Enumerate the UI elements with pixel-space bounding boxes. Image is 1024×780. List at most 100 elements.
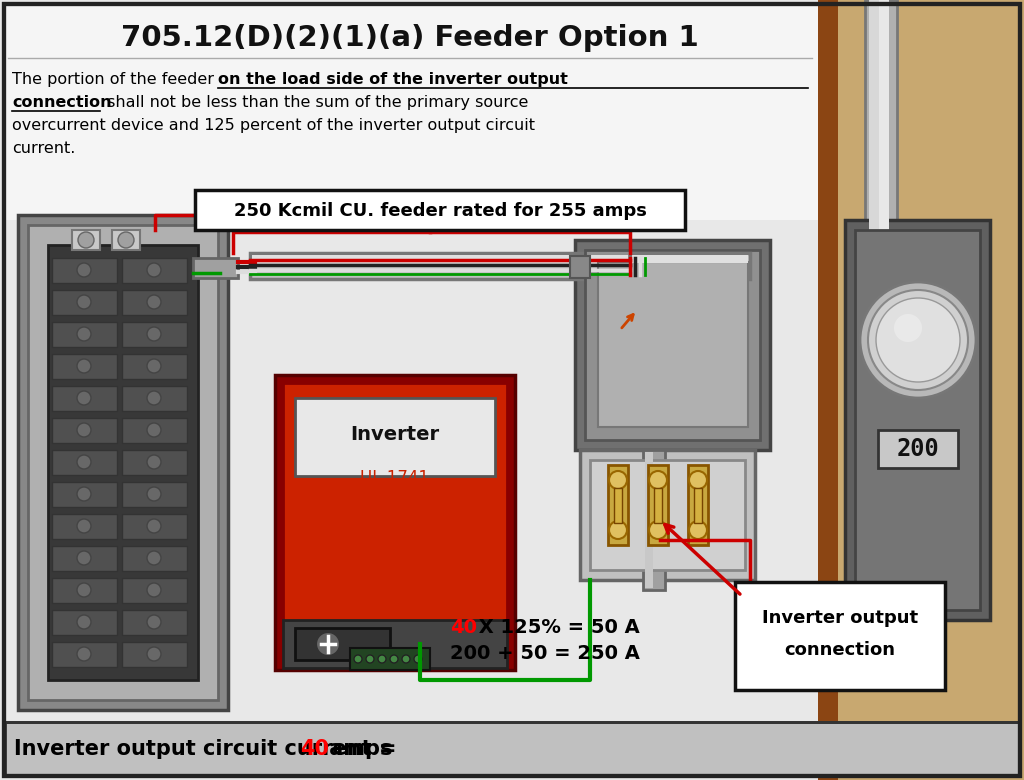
Bar — [52, 354, 117, 379]
Circle shape — [77, 487, 91, 501]
Bar — [52, 386, 117, 411]
Bar — [654, 488, 662, 523]
Circle shape — [77, 551, 91, 565]
Text: on the load side of the inverter output: on the load side of the inverter output — [218, 72, 568, 87]
Circle shape — [860, 282, 976, 398]
Bar — [252, 263, 628, 269]
Bar — [52, 578, 117, 603]
Bar — [608, 465, 628, 545]
Circle shape — [77, 455, 91, 469]
Circle shape — [77, 583, 91, 597]
Bar — [575, 240, 770, 450]
Bar — [632, 255, 748, 263]
Bar — [122, 578, 187, 603]
Bar — [643, 450, 665, 590]
Text: overcurrent device and 125 percent of the inverter output circuit: overcurrent device and 125 percent of th… — [12, 118, 535, 133]
Bar — [72, 230, 100, 250]
Bar — [275, 375, 515, 670]
Text: Inverter: Inverter — [350, 424, 439, 444]
Bar — [122, 322, 187, 347]
Circle shape — [649, 521, 667, 539]
Circle shape — [147, 455, 161, 469]
Text: X 125% = 50 A: X 125% = 50 A — [472, 618, 640, 637]
Bar — [122, 386, 187, 411]
Bar — [122, 290, 187, 315]
Circle shape — [147, 551, 161, 565]
Text: connection: connection — [12, 95, 112, 110]
Bar — [5, 5, 818, 220]
Circle shape — [78, 232, 94, 248]
Text: Inverter output: Inverter output — [762, 609, 919, 627]
Bar — [869, 0, 879, 300]
Bar — [52, 514, 117, 539]
Bar — [52, 610, 117, 635]
Bar — [122, 546, 187, 571]
Bar — [18, 215, 228, 710]
Circle shape — [77, 519, 91, 533]
Text: The portion of the feeder: The portion of the feeder — [12, 72, 219, 87]
Circle shape — [689, 471, 707, 489]
Bar — [879, 0, 889, 300]
Text: 705.12(D)(2)(1)(a) Feeder Option 1: 705.12(D)(2)(1)(a) Feeder Option 1 — [121, 24, 698, 52]
Text: Utility interactive: Utility interactive — [326, 523, 464, 537]
Text: shall not be less than the sum of the primary source: shall not be less than the sum of the pr… — [102, 95, 528, 110]
Bar — [694, 488, 702, 523]
Bar — [570, 256, 590, 278]
Circle shape — [378, 655, 386, 663]
Bar — [52, 482, 117, 507]
Circle shape — [876, 298, 961, 382]
Bar — [614, 488, 622, 523]
Circle shape — [609, 521, 627, 539]
Bar — [52, 290, 117, 315]
Bar — [350, 648, 430, 670]
Bar — [283, 620, 507, 668]
Text: 40: 40 — [300, 739, 329, 759]
Circle shape — [77, 423, 91, 437]
Bar — [122, 610, 187, 635]
Bar — [818, 0, 838, 780]
Text: 40: 40 — [450, 618, 477, 637]
Circle shape — [77, 263, 91, 277]
Bar — [122, 418, 187, 443]
Circle shape — [147, 295, 161, 309]
Circle shape — [147, 263, 161, 277]
Bar — [52, 258, 117, 283]
Circle shape — [894, 314, 922, 342]
Bar — [865, 0, 897, 300]
Bar — [252, 255, 628, 263]
Text: connection: connection — [784, 641, 896, 659]
Text: amps: amps — [322, 739, 392, 759]
Circle shape — [366, 655, 374, 663]
Bar — [580, 450, 755, 580]
Circle shape — [402, 655, 410, 663]
Text: 250 Kcmil CU. feeder rated for 255 amps: 250 Kcmil CU. feeder rated for 255 amps — [233, 202, 646, 220]
Bar — [52, 546, 117, 571]
Bar — [818, 0, 1024, 780]
Bar — [122, 354, 187, 379]
Circle shape — [414, 655, 422, 663]
Bar — [193, 258, 238, 278]
Circle shape — [77, 647, 91, 661]
Circle shape — [147, 519, 161, 533]
Circle shape — [390, 655, 398, 663]
Circle shape — [77, 327, 91, 341]
Circle shape — [77, 295, 91, 309]
Bar — [688, 465, 708, 545]
Circle shape — [147, 359, 161, 373]
Bar — [5, 722, 1019, 776]
Circle shape — [868, 290, 968, 390]
Text: 200 + 50 = 250 A: 200 + 50 = 250 A — [450, 644, 640, 663]
Bar — [585, 250, 760, 440]
Bar — [52, 322, 117, 347]
Circle shape — [147, 647, 161, 661]
Circle shape — [147, 391, 161, 405]
Circle shape — [147, 327, 161, 341]
Bar — [52, 450, 117, 475]
Circle shape — [649, 471, 667, 489]
Bar — [52, 418, 117, 443]
Bar — [122, 514, 187, 539]
Circle shape — [118, 232, 134, 248]
Circle shape — [147, 583, 161, 597]
Bar — [112, 230, 140, 250]
Bar — [195, 190, 685, 230]
